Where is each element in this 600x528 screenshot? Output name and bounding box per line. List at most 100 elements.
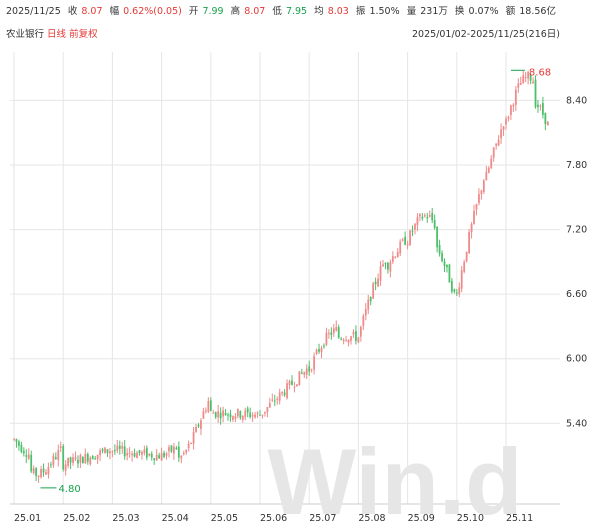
x-tick-label: 25.03	[112, 513, 139, 524]
candle-body	[286, 383, 288, 398]
candle-body	[433, 219, 436, 228]
candle-body	[234, 416, 237, 419]
candle-body	[409, 230, 411, 245]
chart-subheader: 农业银行 日线 前复权 2025/01/02-2025/11/25(216日)	[0, 26, 600, 44]
candle-body	[335, 326, 338, 331]
candle-body	[74, 457, 77, 460]
candle-body	[446, 264, 448, 268]
candle-body	[546, 121, 549, 126]
x-tick-label: 25.09	[408, 513, 435, 524]
candle-body	[460, 270, 463, 289]
candle-body	[111, 451, 114, 453]
candle-body	[89, 457, 92, 464]
candles	[13, 70, 549, 483]
candle-body	[544, 112, 547, 125]
candle-body	[91, 456, 94, 460]
candle-body	[323, 345, 325, 347]
candle-body	[153, 458, 156, 461]
candle-body	[69, 457, 72, 463]
candle-body	[219, 412, 222, 419]
candle-body	[148, 453, 151, 456]
candle-body	[207, 400, 210, 412]
candle-body	[404, 236, 407, 245]
open-value: 7.99	[202, 6, 224, 17]
candle-body	[497, 139, 500, 146]
candle-body	[510, 105, 512, 116]
amount-label: 额	[505, 6, 516, 17]
candle-body	[537, 104, 539, 108]
candle-body	[175, 447, 178, 449]
candlestick-chart[interactable]: Win.d 5.406.006.607.207.808.40 25.01 25.0…	[0, 44, 600, 528]
candle-body	[163, 452, 165, 457]
candle-body	[141, 451, 143, 455]
candle-body	[431, 213, 434, 221]
candle-body	[475, 204, 478, 210]
watermark: Win.d	[268, 429, 523, 528]
candle-body	[389, 262, 392, 272]
candle-body	[283, 392, 286, 396]
candle-body	[268, 402, 271, 408]
candle-body	[187, 443, 190, 449]
candle-body	[340, 338, 343, 340]
candle-body	[455, 292, 458, 294]
candle-body	[342, 339, 345, 342]
candle-body	[500, 129, 502, 139]
candle-body	[382, 264, 384, 267]
candle-body	[401, 239, 404, 241]
candle-body	[264, 411, 266, 414]
candle-body	[364, 308, 367, 316]
candle-body	[527, 72, 530, 79]
candle-body	[507, 117, 510, 119]
candle-body	[251, 415, 254, 417]
candle-body	[480, 190, 483, 194]
candle-body	[330, 332, 333, 335]
candle-body	[315, 349, 318, 354]
candle-body	[308, 366, 311, 372]
grid-lines	[10, 52, 560, 505]
candle-body	[303, 372, 306, 375]
candle-body	[465, 251, 468, 262]
candle-body	[416, 217, 419, 225]
candle-body	[99, 450, 101, 456]
x-tick-label: 25.11	[506, 513, 533, 524]
candle-body	[396, 251, 399, 258]
candle-body	[514, 89, 517, 105]
amplitude-label: 振	[355, 6, 366, 17]
candle-body	[362, 316, 365, 326]
candle-body	[443, 261, 446, 266]
candle-body	[52, 455, 55, 466]
period-selector[interactable]: 日线	[47, 29, 67, 40]
candle-body	[374, 281, 377, 285]
candle-body	[266, 407, 269, 413]
candle-body	[347, 339, 350, 343]
candle-body	[145, 447, 148, 458]
candle-body	[96, 454, 99, 460]
close-label: 收	[67, 6, 78, 17]
candle-body	[126, 453, 129, 456]
candle-body	[155, 454, 158, 461]
candle-body	[168, 447, 170, 452]
candle-body	[519, 83, 522, 85]
adjust-selector[interactable]: 前复权	[69, 29, 98, 40]
candle-body	[136, 452, 138, 459]
candle-body	[478, 194, 480, 204]
candle-body	[325, 332, 328, 345]
high-label: 高	[230, 6, 241, 17]
candle-body	[441, 253, 443, 262]
high-annotation: 8.68	[529, 67, 551, 78]
candle-body	[261, 414, 264, 416]
candle-body	[94, 458, 97, 460]
candle-body	[244, 410, 247, 417]
candle-body	[236, 409, 239, 417]
candle-body	[394, 256, 397, 258]
candle-body	[81, 456, 84, 464]
candle-body	[209, 400, 212, 411]
candle-body	[15, 439, 18, 443]
candle-body	[372, 283, 375, 299]
x-axis: 25.01 25.02 25.03 25.04 25.05 25.06 25.07 25.08…	[14, 513, 533, 524]
x-tick-label: 25.01	[14, 513, 41, 524]
candle-body	[109, 451, 111, 454]
candle-body	[195, 426, 197, 433]
candle-body	[505, 118, 507, 125]
low-label: 低	[272, 6, 282, 17]
